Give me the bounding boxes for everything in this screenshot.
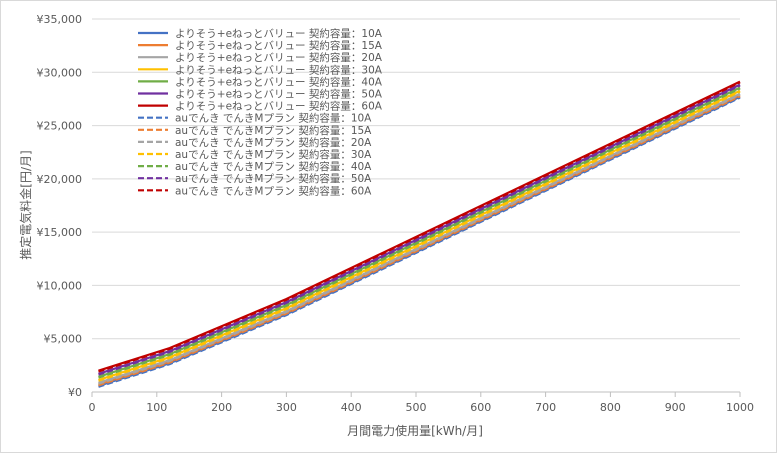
- y-tick-label: ¥15,000: [37, 226, 83, 239]
- x-tick-label: 900: [665, 401, 686, 414]
- x-tick-label: 500: [406, 401, 427, 414]
- x-axis-ticks: 0 100 200 300 400 500 600 700 800 900 1000: [89, 392, 754, 414]
- legend-label-9: auでんき でんきMプラン 契約容量：20A: [175, 136, 372, 149]
- legend-label-12: auでんき でんきMプラン 契約容量：50A: [175, 172, 372, 185]
- x-tick-label: 100: [146, 401, 167, 414]
- y-tick-label: ¥20,000: [37, 173, 83, 186]
- x-tick-label: 1000: [726, 401, 754, 414]
- x-tick-label: 0: [89, 401, 96, 414]
- series-line-13: [98, 81, 741, 373]
- legend-label-11: auでんき でんきMプラン 契約容量：40A: [175, 160, 372, 173]
- legend-label-13: auでんき でんきMプラン 契約容量：60A: [175, 184, 372, 197]
- x-tick-label: 200: [211, 401, 232, 414]
- legend-label-8: auでんき でんきMプラン 契約容量：15A: [175, 124, 372, 137]
- x-tick-label: 800: [600, 401, 621, 414]
- series-line-7: [98, 96, 741, 388]
- series-lines: [98, 80, 741, 388]
- y-axis-title: 推定電気料金[円/月]: [18, 150, 33, 259]
- y-tick-label: ¥5,000: [44, 333, 83, 346]
- legend-label-2: よりそう+eねっとバリュー 契約容量：20A: [175, 51, 383, 64]
- y-tick-label: ¥30,000: [37, 66, 83, 79]
- legend-label-1: よりそう+eねっとバリュー 契約容量：15A: [175, 39, 383, 52]
- legend-label-0: よりそう+eねっとバリュー 契約容量：10A: [175, 27, 383, 40]
- x-tick-label: 300: [276, 401, 297, 414]
- series-line-10: [98, 90, 741, 382]
- x-tick-label: 600: [470, 401, 491, 414]
- series-line-12: [98, 84, 741, 376]
- legend-label-4: よりそう+eねっとバリュー 契約容量：40A: [175, 75, 383, 88]
- series-line-8: [98, 95, 741, 387]
- x-tick-label: 700: [535, 401, 556, 414]
- legend-label-5: よりそう+eねっとバリュー 契約容量：50A: [175, 88, 383, 101]
- y-axis-ticks: ¥0 ¥5,000 ¥10,000 ¥15,000 ¥20,000 ¥25,000 ¥30,…: [37, 13, 83, 399]
- x-axis-title: 月間電力使用量[kWh/月]: [347, 423, 483, 438]
- y-tick-label: ¥35,000: [37, 13, 83, 26]
- y-tick-label: ¥0: [68, 386, 82, 399]
- x-tick-label: 400: [341, 401, 362, 414]
- legend-label-6: よりそう+eねっとバリュー 契約容量：60A: [175, 100, 383, 113]
- legend-label-3: よりそう+eねっとバリュー 契約容量：30A: [175, 63, 383, 76]
- y-tick-label: ¥10,000: [37, 279, 83, 292]
- legend-label-10: auでんき でんきMプラン 契約容量：30A: [175, 148, 372, 161]
- legend-label-7: auでんき でんきMプラン 契約容量：10A: [175, 112, 372, 125]
- series-line-11: [98, 87, 741, 379]
- series-line-9: [98, 93, 741, 385]
- y-tick-label: ¥25,000: [37, 120, 83, 133]
